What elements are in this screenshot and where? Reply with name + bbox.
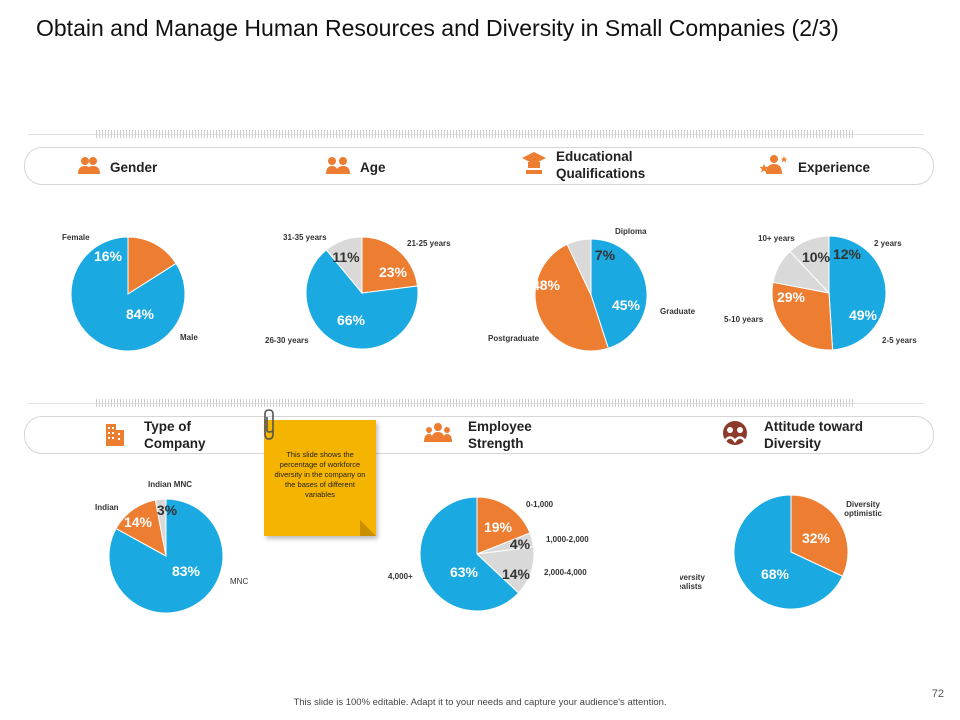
pie-pct-label: 84% xyxy=(126,306,155,322)
star-people-icon xyxy=(759,154,788,181)
sticky-note-text: This slide shows the percentage of workf… xyxy=(274,450,366,499)
pie-pct-label: 45% xyxy=(612,297,641,313)
pie-category-label: 10+ years xyxy=(758,234,795,243)
pie-pct-label: 7% xyxy=(595,247,616,263)
pie-category-label: Postgraduate xyxy=(488,334,540,343)
pie-category-label: 21-25 years xyxy=(407,239,451,248)
pie-pct-label: 16% xyxy=(94,248,123,264)
pie-gender: 16% Female 84% Male xyxy=(62,233,198,352)
pie-category-label: 5-10 years xyxy=(724,315,764,324)
pie-slice-26-30-years xyxy=(305,249,419,350)
pie-category-label: Male xyxy=(180,333,198,342)
pie-slice-female xyxy=(127,236,177,295)
people-group-icon xyxy=(326,156,350,179)
pie-slice-indian-mnc xyxy=(154,498,167,557)
pie-category-label: Indian xyxy=(95,503,119,512)
pie-age: 23% 21-25 years 66% 26-30 years 11% 31-35 yea… xyxy=(265,233,451,350)
pie-slice-postgraduate xyxy=(534,243,609,352)
row2-header-band xyxy=(24,416,934,454)
pie-slice-21-25-years xyxy=(361,236,419,294)
sticky-note-fold xyxy=(360,520,376,536)
pie-category-label: Graduate xyxy=(660,307,696,316)
pie-slice-graduate xyxy=(590,238,648,349)
pie-pct-label: 83% xyxy=(172,563,201,579)
pie-slice-diploma xyxy=(566,238,592,296)
pie-category-label: 2,000-4,000 xyxy=(544,568,587,577)
people-icon xyxy=(78,156,100,179)
header-label: Gender xyxy=(110,160,158,175)
pie-pct-label: 3% xyxy=(157,502,178,518)
header-experience: Experience xyxy=(759,154,871,181)
header-attitude: Attitude toward Diversity xyxy=(722,418,884,452)
pie-category-label: Diversity xyxy=(680,573,705,582)
pie-pct-label: 10% xyxy=(802,249,831,265)
pie-attitude: 32%Diversityoptimistic68%Diversityrealis… xyxy=(680,494,882,610)
header-employee-strength: Employee Strength xyxy=(424,418,568,452)
pie-slice-diversity-realists xyxy=(733,494,844,610)
header-label: Educational Qualifications xyxy=(556,149,646,181)
sticky-note: This slide shows the percentage of workf… xyxy=(264,420,376,536)
paperclip-icon xyxy=(264,409,274,440)
row2-divider xyxy=(28,399,924,407)
graduation-cap-icon xyxy=(522,150,546,181)
pie-slice-5-10-years xyxy=(771,281,834,351)
pie-education: 45% Graduate 48% Postgraduate 7% Diploma xyxy=(488,227,696,352)
pie-slice-2-5-years xyxy=(828,235,887,351)
pie-category-label: 2 years xyxy=(874,239,902,248)
pie-slice-diversity-optimistic xyxy=(790,494,849,577)
pie-category-label: optimistic xyxy=(844,509,882,518)
pie-category-label: realists xyxy=(680,582,703,591)
pie-slice-31-35-years xyxy=(325,236,363,295)
header-education: Educational Qualifications xyxy=(522,148,666,182)
header-label: Attitude toward Diversity xyxy=(764,419,863,451)
pie-category-label: 4,000+ xyxy=(388,572,413,581)
row1-header-band xyxy=(24,147,934,185)
pie-category-label: 0-1,000 xyxy=(526,500,554,509)
building-icon xyxy=(104,420,126,451)
pie-pct-label: 32% xyxy=(802,530,831,546)
pie-pct-label: 14% xyxy=(124,514,153,530)
pie-pct-label: 12% xyxy=(833,246,862,262)
pie-category-label: MNC xyxy=(230,577,248,586)
pie-category-label: Female xyxy=(62,233,90,242)
pie-slice-male xyxy=(70,236,186,352)
header-company-type: Type of Company xyxy=(104,418,234,452)
header-label: Employee Strength xyxy=(468,419,532,451)
row1-divider xyxy=(28,130,924,138)
pie-pct-label: 29% xyxy=(777,289,806,305)
pie-pct-label: 66% xyxy=(337,312,366,328)
pie-category-label: Diploma xyxy=(615,227,647,236)
pie-pct-label: 48% xyxy=(532,277,561,293)
pie-category-label: 1,000-2,000 xyxy=(546,535,589,544)
header-gender: Gender xyxy=(78,156,157,179)
diverse-people-icon xyxy=(722,420,748,450)
pie-pct-label: 49% xyxy=(849,307,878,323)
pie-experience: 49% 2-5 years 29% 5-10 years 10% 10+ years 12%… xyxy=(724,234,917,351)
pie-pct-label: 11% xyxy=(332,249,360,265)
header-label: Experience xyxy=(798,160,871,175)
pie-category-label: Indian MNC xyxy=(148,480,192,489)
pie-company-type: 83% MNC 14% Indian 3% Indian MNC xyxy=(95,480,248,614)
pie-slice-0-1-000 xyxy=(476,496,531,555)
team-icon xyxy=(424,422,452,449)
pie-category-label: 31-35 years xyxy=(283,233,327,242)
pie-employee-strength: 19% 0-1,000 4% 1,000-2,000 14% 2,000-4,000 63%… xyxy=(388,496,589,612)
header-age: Age xyxy=(326,156,386,179)
pie-pct-label: 19% xyxy=(484,519,513,535)
header-label: Type of Company xyxy=(144,419,206,451)
pie-pct-label: 68% xyxy=(761,566,790,582)
pie-pct-label: 14% xyxy=(502,566,531,582)
footer-text: This slide is 100% editable. Adapt it to… xyxy=(293,697,667,708)
pie-pct-label: 63% xyxy=(450,564,479,580)
pie-slice-4-000 xyxy=(419,496,520,612)
header-label: Age xyxy=(360,160,386,175)
page-title: Obtain and Manage Human Resources and Di… xyxy=(36,15,839,41)
pie-slice-2-years xyxy=(789,235,830,295)
pie-pct-label: 23% xyxy=(379,264,408,280)
pie-category-label: Diversity xyxy=(846,500,880,509)
page-number: 72 xyxy=(931,688,944,700)
pie-pct-label: 4% xyxy=(510,536,531,552)
pie-category-label: 26-30 years xyxy=(265,336,309,345)
pie-category-label: 2-5 years xyxy=(882,336,917,345)
